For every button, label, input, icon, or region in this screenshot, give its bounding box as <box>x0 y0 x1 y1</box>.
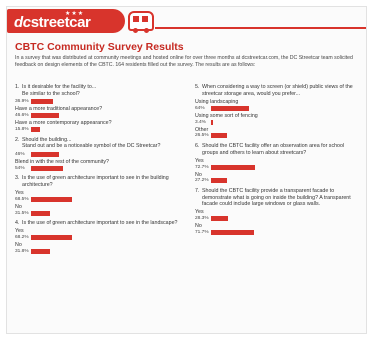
answer-label: Other <box>195 126 209 133</box>
answer-label: No <box>15 203 22 210</box>
answer-option: No 31.5% <box>15 204 180 216</box>
question-text: Should the CBTC facility provide a trans… <box>202 187 351 208</box>
answer-option: Other 26.5% <box>195 127 360 139</box>
answer-label: Yes <box>195 157 204 164</box>
answer-label: Have a more contemporary appearance? <box>15 120 112 127</box>
result-bar <box>31 151 59 157</box>
answer-label: Have a more traditional appearance? <box>15 106 103 113</box>
survey-question: 2. Should the building... Stand out and b… <box>15 137 180 172</box>
result-bar <box>211 216 228 222</box>
survey-question: 4. Is the use of green architecture impor… <box>15 220 180 254</box>
streetcar-icon <box>128 11 154 33</box>
question-number: 6. <box>195 142 200 149</box>
result-bar <box>31 113 59 119</box>
result-bar <box>211 119 214 125</box>
answer-label: No <box>195 171 202 178</box>
answer-label: Yes <box>195 209 204 216</box>
logo-dc-text: dc <box>14 14 31 31</box>
left-column: 1. Is it desirable for the facility to...… <box>15 84 180 259</box>
result-bar <box>31 235 72 241</box>
result-bar <box>31 196 73 202</box>
survey-question: 1. Is it desirable for the facility to...… <box>15 84 180 133</box>
answer-label: No <box>195 223 202 230</box>
question-number: 5. <box>195 84 200 90</box>
question-text: Should the CBTC facility offer an observ… <box>202 142 345 156</box>
answer-option: Yes 28.3% <box>195 209 360 222</box>
question-text: Is it desirable for the facility to... B… <box>22 84 97 97</box>
survey-question: 6. Should the CBTC facility offer an obse… <box>195 143 360 184</box>
page-title: CBTC Community Survey Results <box>15 41 184 53</box>
result-bar <box>211 178 228 184</box>
answer-label: Blend in with the rest of the community? <box>15 158 109 165</box>
result-bar <box>31 127 41 132</box>
survey-results-page: ★★★ dcstreetcar CBTC Community Survey Re… <box>6 6 367 334</box>
right-column: 5. When considering a way to screen (or s… <box>195 84 360 240</box>
answer-option: Yes 72.7% <box>195 158 360 170</box>
result-bar <box>31 99 54 105</box>
answer-option: Have a more contemporary appearance? 15.8… <box>15 120 180 132</box>
survey-question: 5. When considering a way to screen (or s… <box>195 84 360 139</box>
question-text: When considering a way to screen (or shi… <box>202 84 353 97</box>
answer-option: Using landscaping 64% <box>195 99 360 111</box>
answer-option: No 31.8% <box>15 242 180 254</box>
survey-question: 7. Should the CBTC facility provide a tra… <box>195 188 360 236</box>
header: ★★★ dcstreetcar <box>7 7 366 37</box>
answer-label: No <box>15 242 22 249</box>
answer-option: Yes 68.2% <box>15 228 180 241</box>
answer-option: No 27.2% <box>195 172 360 184</box>
question-number: 1. <box>15 84 20 90</box>
result-bar <box>211 230 255 235</box>
dc-streetcar-logo: ★★★ dcstreetcar <box>7 9 125 33</box>
question-number: 2. <box>15 136 20 143</box>
question-number: 7. <box>195 187 200 194</box>
answer-label: Using some sort of fencing <box>195 112 258 119</box>
answer-option: Blend in with the rest of the community?… <box>15 159 180 171</box>
answer-label: Yes <box>15 228 24 235</box>
answer-option: Yes 68.5% <box>15 190 180 202</box>
intro-paragraph: In a survey that was distributed at comm… <box>15 55 353 68</box>
answer-option: 46% <box>15 151 180 157</box>
result-bar <box>31 165 64 171</box>
result-bar <box>211 105 250 111</box>
answer-option: No 71.7% <box>195 223 360 235</box>
result-bar <box>211 164 255 170</box>
question-text: Is the use of green architecture importa… <box>22 175 169 188</box>
question-number: 3. <box>15 175 20 182</box>
result-bar <box>31 210 50 216</box>
answer-option: Have a more traditional appearance? 46.6% <box>15 106 180 119</box>
result-bar <box>31 249 51 254</box>
header-rule <box>155 27 366 29</box>
question-text: Is the use of green architecture importa… <box>22 220 178 227</box>
result-bar <box>211 133 227 139</box>
question-text: Should the building... Stand out and be … <box>22 136 161 150</box>
answer-label: Using landscaping <box>195 98 239 105</box>
answer-option: 36.9% <box>15 99 180 105</box>
question-number: 4. <box>15 220 20 227</box>
answer-option: Using some sort of fencing 3.4% <box>195 113 360 125</box>
survey-question: 3. Is the use of green architecture impor… <box>15 175 180 216</box>
logo-streetcar-text: streetcar <box>30 14 91 31</box>
logo-stars: ★★★ <box>65 11 85 17</box>
answer-label: Yes <box>15 189 24 196</box>
